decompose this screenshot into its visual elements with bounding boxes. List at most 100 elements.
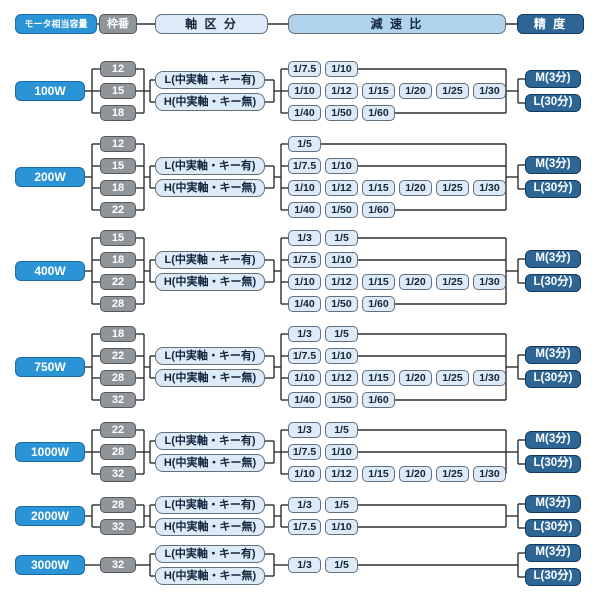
precision-box: L(30分): [525, 519, 581, 537]
ratio-box: 1/10: [325, 252, 358, 268]
ratio-box: 1/40: [288, 105, 321, 121]
ratio-box: 1/5: [288, 136, 321, 152]
frame-box: 22: [100, 422, 136, 438]
frame-box: 22: [100, 348, 136, 364]
shaft-box: H(中実軸・キー無): [155, 179, 265, 197]
shaft-box: L(中実軸・キー有): [155, 496, 265, 514]
ratio-box: 1/20: [399, 466, 432, 482]
frame-box: 15: [100, 158, 136, 174]
frame-box: 28: [100, 296, 136, 312]
precision-box: M(3分): [525, 346, 581, 364]
precision-box: L(30分): [525, 370, 581, 388]
ratio-box: 1/7.5: [288, 348, 321, 364]
ratio-box: 1/5: [325, 326, 358, 342]
power-box-2000W: 2000W: [15, 506, 85, 526]
precision-box: L(30分): [525, 274, 581, 292]
power-box-750W: 750W: [15, 357, 85, 377]
ratio-box: 1/15: [362, 180, 395, 196]
precision-box: L(30分): [525, 94, 581, 112]
ratio-box: 1/40: [288, 296, 321, 312]
ratio-box: 1/5: [325, 497, 358, 513]
frame-box: 15: [100, 83, 136, 99]
ratio-box: 1/10: [325, 348, 358, 364]
ratio-box: 1/10: [288, 180, 321, 196]
precision-box: M(3分): [525, 70, 581, 88]
ratio-box: 1/5: [325, 230, 358, 246]
ratio-box: 1/50: [325, 202, 358, 218]
ratio-box: 1/50: [325, 105, 358, 121]
shaft-box: H(中実軸・キー無): [155, 369, 265, 387]
frame-box: 15: [100, 230, 136, 246]
ratio-box: 1/60: [362, 296, 395, 312]
ratio-box: 1/12: [325, 83, 358, 99]
ratio-box: 1/15: [362, 274, 395, 290]
frame-box: 22: [100, 274, 136, 290]
ratio-box: 1/30: [473, 466, 506, 482]
power-box-400W: 400W: [15, 261, 85, 281]
ratio-box: 1/12: [325, 274, 358, 290]
frame-box: 18: [100, 326, 136, 342]
frame-box: 22: [100, 202, 136, 218]
ratio-box: 1/3: [288, 497, 321, 513]
ratio-box: 1/10: [288, 466, 321, 482]
precision-box: L(30分): [525, 180, 581, 198]
precision-box: M(3分): [525, 495, 581, 513]
ratio-box: 1/10: [325, 158, 358, 174]
frame-box: 28: [100, 444, 136, 460]
ratio-box: 1/10: [325, 519, 358, 535]
shaft-box: H(中実軸・キー無): [155, 93, 265, 111]
ratio-box: 1/25: [436, 180, 469, 196]
ratio-box: 1/50: [325, 296, 358, 312]
ratio-box: 1/30: [473, 180, 506, 196]
precision-box: L(30分): [525, 568, 581, 586]
ratio-box: 1/25: [436, 83, 469, 99]
frame-box: 18: [100, 180, 136, 196]
shaft-box: L(中実軸・キー有): [155, 432, 265, 450]
precision-box: M(3分): [525, 431, 581, 449]
ratio-box: 1/7.5: [288, 444, 321, 460]
precision-box: M(3分): [525, 544, 581, 562]
shaft-box: H(中実軸・キー無): [155, 518, 265, 536]
shaft-box: L(中実軸・キー有): [155, 71, 265, 89]
precision-box: L(30分): [525, 455, 581, 473]
frame-box: 32: [100, 466, 136, 482]
frame-box: 18: [100, 252, 136, 268]
header-precision: 精 度: [517, 14, 584, 34]
frame-box: 28: [100, 497, 136, 513]
ratio-box: 1/10: [288, 274, 321, 290]
ratio-box: 1/60: [362, 202, 395, 218]
frame-box: 32: [100, 392, 136, 408]
ratio-box: 1/10: [288, 370, 321, 386]
ratio-box: 1/12: [325, 466, 358, 482]
shaft-box: H(中実軸・キー無): [155, 567, 265, 585]
ratio-box: 1/3: [288, 326, 321, 342]
header-frame-number: 枠番: [99, 14, 137, 34]
ratio-box: 1/25: [436, 466, 469, 482]
precision-box: M(3分): [525, 250, 581, 268]
power-box-3000W: 3000W: [15, 555, 85, 575]
ratio-box: 1/60: [362, 392, 395, 408]
ratio-box: 1/20: [399, 83, 432, 99]
ratio-box: 1/25: [436, 274, 469, 290]
frame-box: 12: [100, 61, 136, 77]
ratio-box: 1/10: [325, 444, 358, 460]
ratio-box: 1/20: [399, 274, 432, 290]
ratio-box: 1/20: [399, 370, 432, 386]
ratio-box: 1/7.5: [288, 252, 321, 268]
ratio-box: 1/15: [362, 466, 395, 482]
ratio-box: 1/3: [288, 557, 321, 573]
ratio-box: 1/5: [325, 422, 358, 438]
ratio-box: 1/15: [362, 83, 395, 99]
ratio-box: 1/40: [288, 392, 321, 408]
shaft-box: L(中実軸・キー有): [155, 251, 265, 269]
shaft-box: H(中実軸・キー無): [155, 454, 265, 472]
ratio-box: 1/10: [325, 61, 358, 77]
power-box-100W: 100W: [15, 81, 85, 101]
precision-box: M(3分): [525, 156, 581, 174]
ratio-box: 1/25: [436, 370, 469, 386]
ratio-box: 1/30: [473, 83, 506, 99]
ratio-box: 1/60: [362, 105, 395, 121]
shaft-box: H(中実軸・キー無): [155, 273, 265, 291]
frame-box: 12: [100, 136, 136, 152]
